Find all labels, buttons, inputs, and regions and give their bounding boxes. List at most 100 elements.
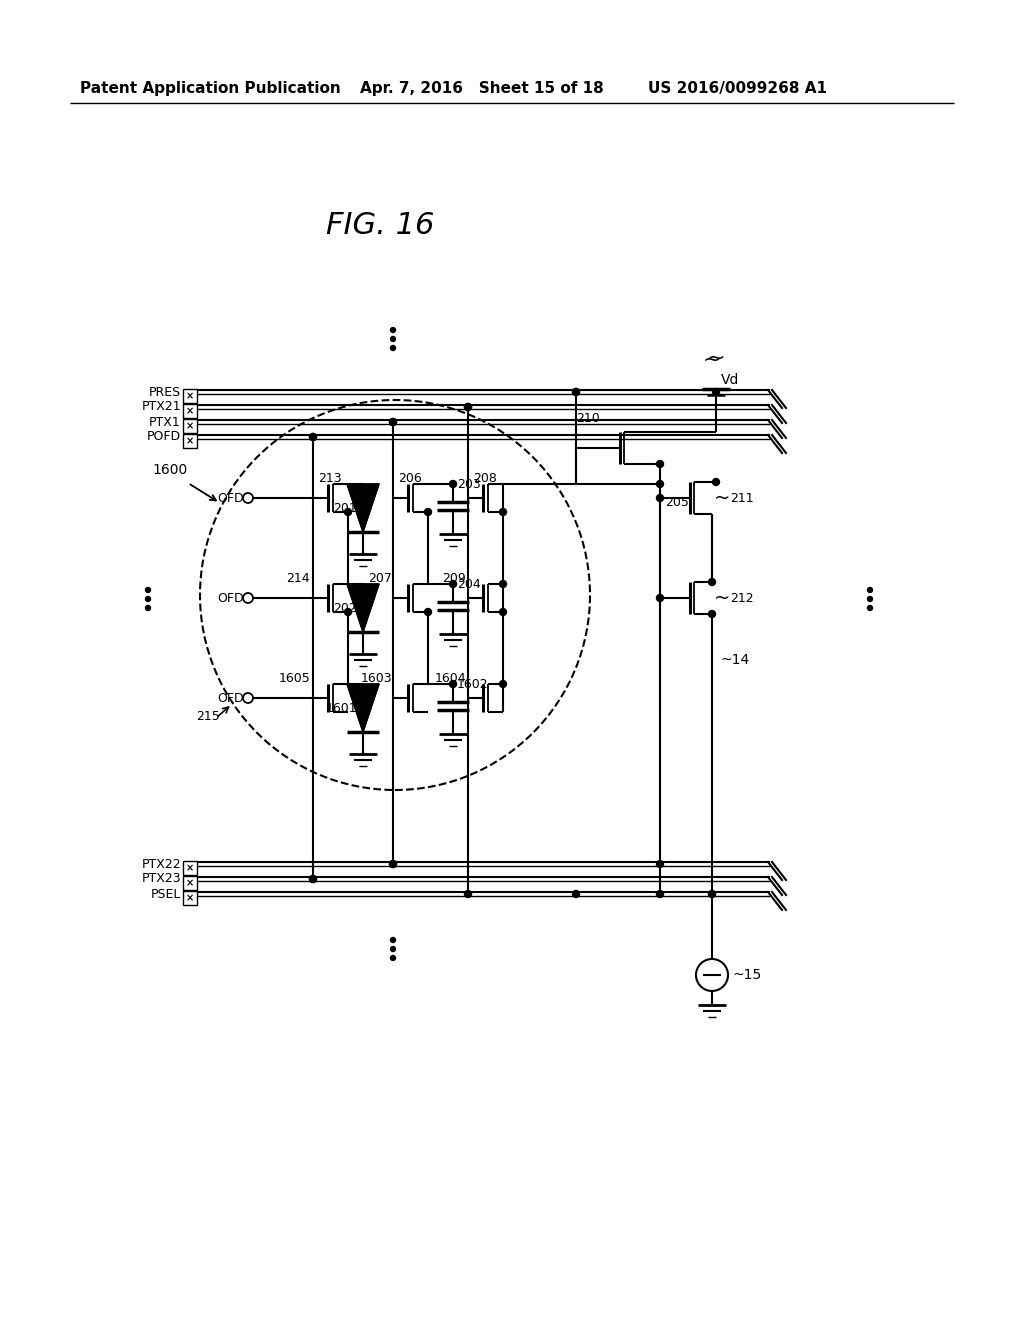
Text: ~14: ~14 (720, 653, 750, 667)
Polygon shape (347, 583, 379, 632)
Circle shape (867, 587, 872, 593)
Circle shape (572, 388, 580, 396)
Text: US 2016/0099268 A1: US 2016/0099268 A1 (648, 81, 827, 95)
Circle shape (390, 327, 395, 333)
Circle shape (344, 609, 351, 615)
Text: PSEL: PSEL (151, 887, 181, 900)
Polygon shape (347, 684, 379, 733)
Circle shape (145, 587, 151, 593)
Text: Patent Application Publication: Patent Application Publication (80, 81, 341, 95)
Text: 210: 210 (577, 412, 600, 425)
Circle shape (145, 597, 151, 602)
Text: 1605: 1605 (279, 672, 310, 685)
Bar (183, 418, 197, 433)
Circle shape (656, 891, 664, 898)
Text: 212: 212 (730, 591, 754, 605)
Circle shape (145, 606, 151, 610)
Text: PTX21: PTX21 (141, 400, 181, 413)
Text: ×: × (186, 421, 195, 432)
Text: ×: × (186, 894, 195, 903)
Text: 1604: 1604 (434, 672, 466, 685)
Circle shape (389, 418, 396, 425)
Text: ×: × (186, 878, 195, 888)
Circle shape (656, 594, 664, 602)
Circle shape (867, 597, 872, 602)
Text: OFD: OFD (217, 491, 244, 504)
Circle shape (389, 861, 396, 867)
Circle shape (344, 508, 351, 516)
Text: ×: × (186, 407, 195, 416)
Text: POFD: POFD (146, 430, 181, 444)
Circle shape (656, 461, 664, 467)
Circle shape (867, 606, 872, 610)
Circle shape (425, 508, 431, 516)
Circle shape (500, 681, 507, 688)
Circle shape (656, 480, 664, 487)
Text: 208: 208 (473, 471, 497, 484)
Circle shape (425, 609, 431, 615)
Text: PTX1: PTX1 (150, 416, 181, 429)
Text: FIG. 16: FIG. 16 (326, 210, 434, 239)
Circle shape (713, 479, 720, 486)
Circle shape (709, 891, 716, 898)
Polygon shape (347, 484, 379, 532)
Text: OFD: OFD (217, 591, 244, 605)
Text: 206: 206 (398, 471, 422, 484)
Text: 204: 204 (457, 578, 480, 590)
Bar (183, 891, 197, 906)
Bar (183, 404, 197, 418)
Text: 1602: 1602 (457, 677, 488, 690)
Text: ~: ~ (714, 488, 730, 507)
Circle shape (389, 861, 396, 867)
Circle shape (309, 875, 316, 883)
Circle shape (390, 346, 395, 351)
Circle shape (309, 433, 316, 441)
Text: ×: × (186, 863, 195, 873)
Text: Vd: Vd (721, 374, 739, 387)
Text: ~: ~ (707, 348, 725, 368)
Circle shape (450, 681, 457, 688)
Text: PRES: PRES (148, 385, 181, 399)
Text: 201: 201 (333, 502, 357, 515)
Text: 213: 213 (318, 471, 342, 484)
Text: ~: ~ (702, 350, 721, 370)
Text: ~15: ~15 (732, 968, 761, 982)
Text: Apr. 7, 2016   Sheet 15 of 18: Apr. 7, 2016 Sheet 15 of 18 (360, 81, 604, 95)
Circle shape (572, 388, 580, 396)
Circle shape (390, 956, 395, 961)
Text: 1603: 1603 (360, 672, 392, 685)
Text: 202: 202 (333, 602, 357, 615)
Circle shape (390, 946, 395, 952)
Circle shape (465, 891, 471, 898)
Bar (183, 876, 197, 890)
Circle shape (465, 404, 471, 411)
Circle shape (656, 861, 664, 867)
Text: 1600: 1600 (152, 463, 187, 477)
Circle shape (309, 875, 316, 883)
Bar (183, 861, 197, 875)
Text: ×: × (186, 436, 195, 446)
Circle shape (709, 578, 716, 586)
Circle shape (572, 891, 580, 898)
Circle shape (450, 581, 457, 587)
Circle shape (309, 433, 316, 441)
Text: 205: 205 (665, 496, 689, 510)
Text: 1601: 1601 (326, 701, 357, 714)
Circle shape (390, 937, 395, 942)
Text: ~: ~ (714, 589, 730, 607)
Text: PTX22: PTX22 (141, 858, 181, 870)
Circle shape (709, 610, 716, 618)
Circle shape (450, 480, 457, 487)
Circle shape (390, 337, 395, 342)
Bar (183, 434, 197, 447)
Circle shape (500, 609, 507, 615)
Text: PTX23: PTX23 (141, 873, 181, 886)
Circle shape (465, 404, 471, 411)
Text: 207: 207 (368, 572, 392, 585)
Text: 209: 209 (442, 572, 466, 585)
Circle shape (713, 388, 720, 396)
Text: OFD: OFD (217, 692, 244, 705)
Circle shape (500, 508, 507, 516)
Circle shape (389, 418, 396, 425)
Text: 211: 211 (730, 491, 754, 504)
